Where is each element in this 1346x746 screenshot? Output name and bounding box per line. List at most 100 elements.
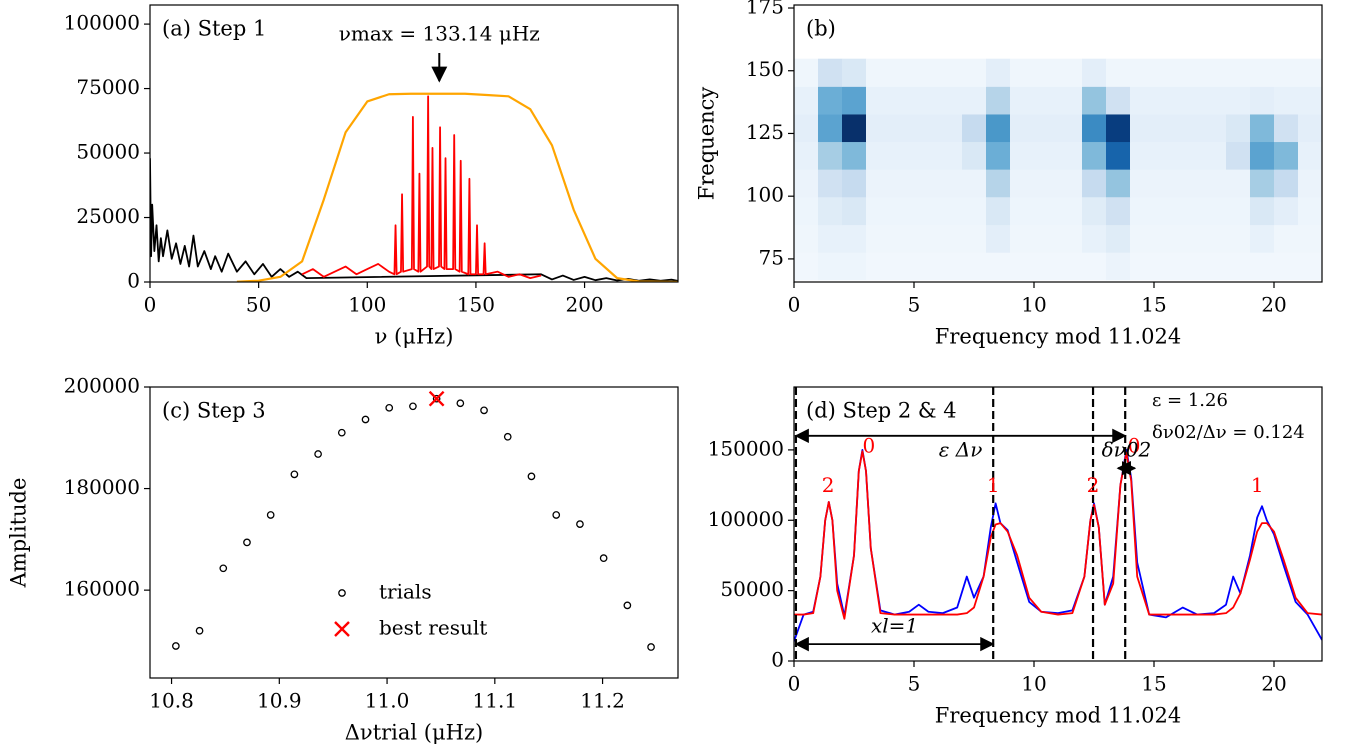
- x-tick-label: 10: [1021, 293, 1046, 317]
- heat-cell: [794, 196, 819, 226]
- heat-cell: [1082, 224, 1107, 253]
- heat-cell: [1106, 169, 1131, 198]
- heat-cell: [1058, 141, 1083, 170]
- x-axis-label: Δνtrial (μHz): [345, 721, 483, 745]
- y-tick-label: 50000: [76, 140, 140, 164]
- x-tick-label: 15: [1141, 672, 1166, 696]
- x-tick-label: 20: [1261, 293, 1286, 317]
- heat-cell: [1202, 196, 1227, 226]
- heat-cell: [1082, 169, 1107, 198]
- point: [576, 520, 584, 528]
- x-tick-label: 11.2: [580, 689, 625, 713]
- heat-cell: [866, 114, 891, 143]
- heat-cell: [818, 141, 843, 170]
- point: [480, 406, 488, 415]
- heat-cell: [866, 169, 891, 198]
- heat-cell: [818, 114, 843, 143]
- heat-cell: [1202, 141, 1227, 170]
- arrow-label: xl=1: [871, 614, 918, 638]
- y-tick-label: 100000: [64, 11, 140, 35]
- point: [428, 390, 445, 407]
- heat-cell: [890, 141, 915, 170]
- heat-cell: [1250, 224, 1275, 253]
- heat-cell: [1106, 58, 1131, 87]
- x-tick-label: 200: [565, 293, 603, 317]
- heat-cell: [890, 86, 915, 115]
- heat-cell: [1082, 114, 1107, 143]
- x-tick-label: 10: [1021, 672, 1046, 696]
- heat-cell: [1058, 196, 1083, 226]
- point: [647, 643, 655, 651]
- panel-title: (c) Step 3: [162, 399, 266, 423]
- heat-cell: [890, 58, 915, 87]
- heat-cell: [1082, 196, 1107, 226]
- axes-frame: [793, 386, 1323, 662]
- legend-label: trials: [379, 580, 432, 604]
- heat-cell: [1274, 58, 1299, 87]
- legend-entry: trials: [338, 580, 432, 604]
- x-tick-label: 50: [246, 293, 271, 317]
- heat-cell: [1010, 252, 1035, 281]
- peak-label: 2: [822, 473, 835, 497]
- point: [243, 538, 251, 547]
- heat-cell: [1298, 141, 1322, 170]
- heat-cell: [1226, 169, 1251, 198]
- heat-cell: [914, 224, 939, 253]
- heat-cell: [1106, 196, 1131, 226]
- heat-cell: [1034, 58, 1059, 87]
- heat-cell: [1202, 224, 1227, 253]
- y-tick-label: 150: [746, 57, 784, 81]
- heat-cell: [842, 169, 867, 198]
- heat-cell: [1010, 58, 1035, 87]
- y-tick-label: 25000: [76, 204, 140, 228]
- heat-cell: [1034, 196, 1059, 226]
- heat-cell: [1178, 86, 1203, 115]
- heat-cell: [1010, 224, 1035, 253]
- heat-cell: [1274, 141, 1299, 170]
- heat-cell: [1202, 169, 1227, 198]
- y-tick-label: 100: [746, 183, 784, 207]
- annotation-text: νmax = 133.14 μHz: [339, 22, 540, 46]
- heat-cell: [1154, 86, 1179, 115]
- y-tick-label: 75: [759, 245, 784, 269]
- heat-cell: [1034, 169, 1059, 198]
- x-tick-label: 0: [788, 293, 801, 317]
- heat-cell: [1034, 86, 1059, 115]
- legend-marker: [338, 589, 346, 597]
- x-tick-label: 5: [908, 672, 921, 696]
- heat-cell: [1178, 196, 1203, 226]
- heat-cell: [986, 252, 1011, 281]
- heat-cell: [938, 141, 963, 170]
- point: [552, 511, 561, 519]
- y-tick-label: 125: [746, 120, 784, 144]
- heat-cell: [1130, 58, 1155, 87]
- heat-cell: [1250, 58, 1275, 87]
- y-tick-label: 175: [746, 0, 784, 19]
- heat-cell: [962, 58, 987, 87]
- heat-cell: [962, 196, 987, 226]
- heat-cell: [986, 86, 1011, 115]
- heat-cell: [1106, 141, 1131, 170]
- heat-cell: [842, 141, 867, 170]
- heat-cell: [842, 196, 867, 226]
- plot-area: [794, 58, 1322, 281]
- x-tick-label: 11.0: [365, 689, 410, 713]
- heat-cell: [1298, 252, 1322, 281]
- heat-cell: [818, 196, 843, 226]
- heat-cell: [1250, 196, 1275, 226]
- heat-cell: [1082, 252, 1107, 281]
- heat-cell: [866, 196, 891, 226]
- plot-area: [150, 92, 678, 282]
- heat-cell: [794, 252, 819, 281]
- y-tick-label: 160000: [64, 577, 140, 601]
- arrow-label: δν02: [1102, 438, 1152, 462]
- heat-cell: [1226, 141, 1251, 170]
- heat-cell: [962, 224, 987, 253]
- y-tick-label: 0: [127, 269, 140, 293]
- heat-cell: [794, 141, 819, 170]
- heat-cell: [914, 252, 939, 281]
- heat-cell: [842, 252, 867, 281]
- note-text: ε = 1.26: [1152, 390, 1228, 411]
- heat-cell: [1274, 252, 1299, 281]
- point: [503, 432, 512, 441]
